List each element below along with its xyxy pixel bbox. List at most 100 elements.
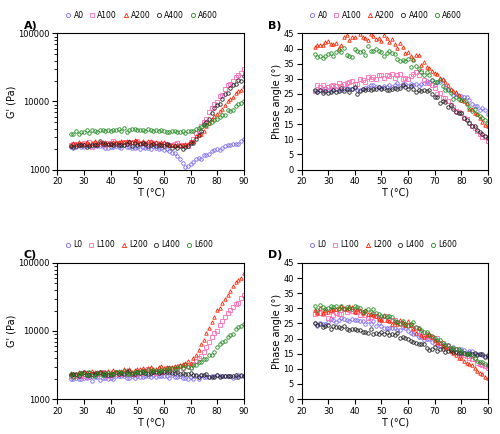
L400 [206, 375, 212, 380]
L100 [485, 365, 491, 370]
A600 [124, 129, 130, 135]
L100 [325, 316, 331, 321]
L600 [357, 306, 363, 311]
A200 [354, 26, 360, 31]
L200 [206, 325, 212, 330]
L400 [365, 331, 371, 336]
Y-axis label: G' (Pa): G' (Pa) [7, 85, 17, 118]
L100 [450, 348, 456, 353]
A400 [450, 106, 456, 111]
A0 [142, 146, 148, 151]
L0 [338, 316, 344, 321]
L600 [317, 302, 323, 307]
A400 [365, 86, 371, 92]
A200 [110, 139, 116, 144]
Line: L0: L0 [69, 373, 246, 383]
A600 [325, 51, 331, 56]
A100 [89, 144, 95, 149]
L0 [113, 373, 119, 378]
L600 [230, 331, 236, 336]
L400 [145, 371, 151, 376]
A100 [240, 66, 246, 72]
A200 [68, 142, 74, 148]
L0 [368, 321, 374, 326]
A400 [312, 88, 318, 93]
A600 [84, 127, 89, 132]
L400 [240, 373, 246, 378]
L100 [341, 306, 347, 312]
A600 [113, 127, 119, 132]
A100 [365, 75, 371, 80]
Y-axis label: G' (Pa): G' (Pa) [7, 315, 17, 347]
A600 [368, 49, 374, 54]
L0 [68, 377, 74, 382]
L0 [124, 375, 130, 381]
Line: L100: L100 [69, 293, 246, 378]
L200 [230, 283, 236, 288]
L400 [312, 320, 318, 325]
L600 [206, 352, 212, 358]
A0 [230, 141, 236, 147]
L0 [206, 375, 212, 380]
A0 [240, 137, 246, 142]
L400 [209, 375, 215, 380]
L0 [312, 320, 318, 326]
A400 [142, 141, 148, 147]
L400 [126, 368, 132, 374]
Line: A100: A100 [69, 67, 246, 148]
L200 [485, 375, 491, 381]
A200 [230, 95, 236, 100]
L100 [81, 374, 87, 379]
Line: L200: L200 [69, 271, 246, 376]
L0 [148, 374, 154, 379]
L0 [145, 373, 151, 378]
A600 [312, 51, 318, 56]
L200 [124, 368, 130, 373]
Text: D): D) [268, 250, 282, 260]
L100 [68, 373, 74, 378]
A100 [325, 84, 331, 89]
L200 [474, 368, 480, 374]
Legend: L0, L100, L200, L400, L600: L0, L100, L200, L400, L600 [306, 237, 460, 252]
Line: L200: L200 [313, 304, 490, 380]
A600 [365, 43, 371, 48]
Line: A200: A200 [313, 27, 490, 127]
A600 [206, 120, 212, 125]
X-axis label: T (°C): T (°C) [380, 417, 408, 427]
A400 [110, 142, 116, 148]
L200 [145, 365, 151, 370]
A100 [68, 142, 74, 148]
A200 [240, 83, 246, 89]
L200 [338, 303, 344, 309]
Line: L400: L400 [69, 369, 246, 379]
L600 [240, 321, 246, 326]
A100 [485, 138, 491, 144]
A100 [474, 129, 480, 134]
Line: L100: L100 [313, 307, 490, 369]
A600 [240, 99, 246, 104]
L0 [485, 355, 491, 360]
A200 [474, 112, 480, 117]
L400 [81, 370, 87, 375]
A400 [325, 90, 331, 95]
Text: C): C) [24, 250, 37, 260]
L400 [485, 352, 491, 357]
A100 [145, 141, 151, 147]
A400 [121, 142, 127, 147]
L600 [389, 314, 395, 319]
L200 [357, 307, 363, 312]
A100 [230, 78, 236, 83]
A0 [474, 103, 480, 108]
L200 [70, 372, 76, 377]
A400 [474, 128, 480, 133]
A0 [386, 83, 392, 88]
A400 [206, 117, 212, 122]
L400 [482, 354, 488, 359]
X-axis label: T (°C): T (°C) [136, 187, 164, 197]
L400 [148, 370, 154, 375]
Legend: A0, A100, A200, A400, A600: A0, A100, A200, A400, A600 [306, 8, 465, 23]
Line: A200: A200 [69, 84, 246, 147]
L0 [81, 375, 87, 381]
A200 [81, 141, 87, 146]
L400 [386, 332, 392, 337]
